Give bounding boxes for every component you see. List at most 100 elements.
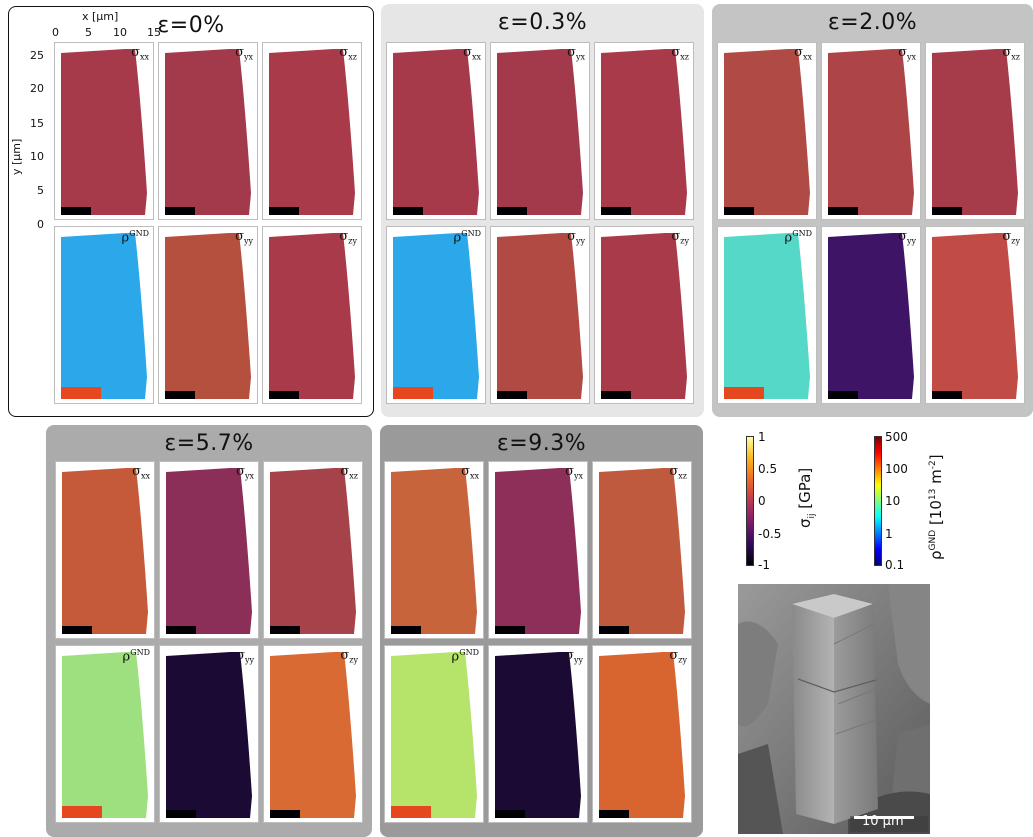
map-tile-label: ρGND	[452, 648, 479, 664]
map-tile-label: σzy	[1002, 229, 1020, 246]
map-tile-label-index: zy	[678, 655, 687, 665]
map-tile-label-symbol: σ	[671, 45, 681, 60]
stress-tick-neg0-5: -0.5	[758, 527, 782, 541]
gnd-title-exp2: -2	[928, 460, 938, 470]
map-tile-label-symbol: σ	[565, 464, 574, 479]
map-shape	[165, 49, 251, 215]
map-region	[932, 49, 1018, 215]
map-tile-label-index: xz	[1011, 52, 1020, 62]
map-region	[62, 652, 148, 818]
stress-title-sub: ij	[807, 513, 817, 519]
stress-tick-0-5: 0.5	[758, 462, 778, 476]
map-shape	[61, 233, 147, 399]
map-tile-label: σxx	[463, 45, 481, 62]
map-tile-label-index: zy	[680, 236, 689, 246]
y-tick-25: 25	[30, 49, 44, 62]
map-shape	[932, 233, 1018, 399]
map-tile-label-symbol: σ	[567, 45, 576, 60]
map-edge-band	[270, 626, 300, 634]
map-edge-band	[828, 207, 858, 215]
map-tile-syx: σyx	[488, 461, 588, 639]
map-tile-label: σzy	[669, 648, 687, 665]
gnd-title-symbol: ρ	[927, 550, 945, 560]
map-region	[391, 652, 477, 818]
map-region	[61, 49, 147, 215]
x-tick-15: 15	[147, 26, 161, 39]
map-edge-band	[393, 387, 433, 399]
map-region	[724, 233, 810, 399]
stress-colorbar-gradient	[746, 436, 754, 566]
map-tile-label-index: xx	[471, 52, 481, 62]
map-tile-label-symbol: σ	[340, 648, 350, 663]
map-region	[393, 233, 479, 399]
map-edge-band	[932, 391, 962, 399]
map-tile-label-index: zy	[348, 236, 357, 246]
map-tile-label: σzy	[671, 229, 689, 246]
map-tile-label: σyy	[898, 229, 916, 246]
map-edge-band	[62, 626, 92, 634]
map-tile-label-symbol: σ	[340, 464, 350, 479]
map-shape	[166, 652, 252, 818]
map-shape	[61, 49, 147, 215]
map-tile-label-index: yx	[906, 52, 916, 62]
map-tile-label-symbol: σ	[131, 45, 140, 60]
map-tile-syy: σyy	[488, 645, 588, 823]
gnd-colorbar	[874, 436, 882, 566]
map-edge-band	[497, 391, 527, 399]
map-region	[166, 652, 252, 818]
map-tile-label: σxz	[340, 464, 358, 481]
y-tick-5: 5	[37, 184, 44, 197]
map-edge-band	[599, 810, 629, 818]
map-tile-label-symbol: σ	[669, 464, 679, 479]
map-tile-label-index: yx	[244, 471, 254, 481]
map-tile-label-symbol: σ	[132, 464, 141, 479]
map-region	[828, 233, 914, 399]
map-region	[828, 49, 914, 215]
stress-colorbar-title: σij [GPa]	[796, 468, 817, 528]
map-region	[601, 233, 687, 399]
x-tick-10: 10	[113, 26, 127, 39]
map-edge-band	[497, 207, 527, 215]
map-tile-label-index: xz	[349, 471, 358, 481]
map-region	[497, 49, 583, 215]
gnd-title-exp: 13	[928, 488, 938, 501]
map-tile-label-symbol: ρ	[122, 649, 131, 665]
map-shape	[62, 652, 148, 818]
map-tile-syx: σyx	[821, 42, 921, 220]
map-edge-band	[601, 391, 631, 399]
map-region	[269, 49, 355, 215]
y-axis-label: y [μm]	[10, 139, 23, 175]
map-tile-szy: σzy	[592, 645, 692, 823]
map-tile-label-index: yy	[906, 236, 916, 246]
map-edge-band	[166, 626, 196, 634]
map-shape	[724, 49, 810, 215]
map-tile-rho: ρGND	[717, 226, 817, 404]
map-region	[932, 233, 1018, 399]
map-edge-band	[932, 207, 962, 215]
map-region	[269, 233, 355, 399]
map-edge-band	[269, 391, 299, 399]
map-shape	[269, 49, 355, 215]
map-region	[497, 233, 583, 399]
gnd-tick-0-1: 0.1	[885, 558, 905, 572]
map-tile-sxx: σxx	[55, 461, 155, 639]
stress-tick-1: 1	[758, 430, 766, 444]
map-region	[270, 468, 356, 634]
map-tile-label-index: yy	[243, 236, 253, 246]
map-tile-sxx: σxx	[717, 42, 817, 220]
y-axis-label-text: y [μm]	[10, 138, 23, 175]
map-tile-sxz: σxz	[925, 42, 1025, 220]
gnd-title-unit-b: m	[927, 469, 945, 489]
map-tile-label-symbol: ρ	[453, 230, 462, 246]
map-tile-szy: σzy	[594, 226, 694, 404]
y-tick-0: 0	[37, 218, 44, 231]
map-tile-syx: σyx	[490, 42, 590, 220]
map-region	[270, 652, 356, 818]
gnd-colorbar-title: ρGND [1013 m-2]	[927, 454, 945, 560]
map-tile-label-symbol: σ	[898, 45, 907, 60]
map-edge-band	[724, 387, 764, 399]
map-edge-band	[61, 207, 91, 215]
map-tile-sxx: σxx	[386, 42, 486, 220]
map-tile-rho: ρGND	[55, 645, 155, 823]
map-tile-label-symbol: σ	[794, 45, 803, 60]
